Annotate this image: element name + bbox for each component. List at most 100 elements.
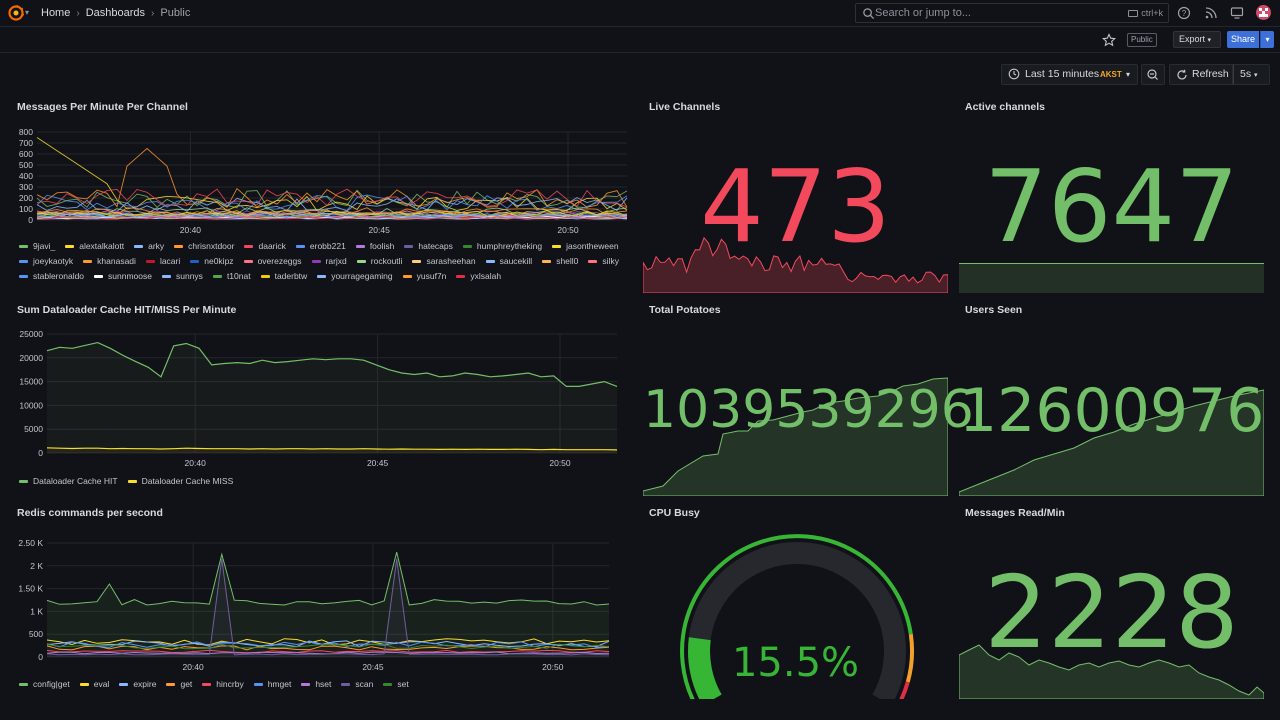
legend-swatch (202, 682, 212, 686)
x-tick-label: 20:40 (182, 662, 204, 672)
legend-label: humphreytheking (476, 241, 543, 251)
y-tick-label: 1 K (30, 606, 43, 616)
breadcrumb-dashboards[interactable]: Dashboards (85, 7, 146, 19)
legend-item[interactable]: saucekill (485, 256, 532, 266)
legend-item[interactable]: 9javi_ (19, 241, 55, 251)
search-input[interactable]: Search or jump to... ctrl+k (855, 3, 1169, 23)
legend-item[interactable]: set (383, 679, 409, 689)
x-tick-label: 20:45 (362, 662, 384, 672)
legend-label: get (180, 679, 193, 689)
series-line (36, 212, 628, 218)
y-tick-label: 2.50 K (18, 538, 43, 548)
legend-label: yxlsalah (470, 271, 502, 281)
legend-item[interactable]: hincrby (202, 679, 244, 689)
legend-item[interactable]: Dataloader Cache MISS (127, 476, 233, 486)
y-tick-label: 600 (19, 149, 33, 159)
legend-item[interactable]: scan (341, 679, 373, 689)
redis-commands-chart[interactable]: 0 500 1 K 1.50 K 2 K 2.50 K 20:40 20:45 20:50 (17, 535, 629, 675)
legend-item[interactable]: yusuf7n (402, 271, 446, 281)
legend-item[interactable]: foolish (355, 241, 394, 251)
legend-item[interactable]: khanasadi (83, 256, 136, 266)
share-menu-chevron-icon[interactable]: ▾ (1260, 31, 1274, 48)
legend-item[interactable]: config|get (19, 679, 70, 689)
export-button[interactable]: Export ▾ (1173, 31, 1221, 48)
series-line (36, 207, 628, 216)
y-tick-label: 10000 (19, 400, 43, 410)
legend-item[interactable]: ne0kipz (190, 256, 234, 266)
legend-item[interactable]: humphreytheking (462, 241, 543, 251)
legend-item[interactable]: taderbtw (260, 271, 307, 281)
refresh-button[interactable]: Refresh (1169, 64, 1233, 85)
users-seen-sparkline (959, 389, 1264, 496)
legend-item[interactable]: hatecaps (404, 241, 453, 251)
y-tick-label: 400 (19, 171, 33, 181)
legend-swatch (301, 682, 311, 686)
legend-item[interactable]: get (166, 679, 192, 689)
share-button[interactable]: Share (1227, 31, 1259, 48)
y-tick-label: 0 (38, 448, 43, 458)
legend-item[interactable]: lacari (145, 256, 180, 266)
chart-legend: config|get eval expire get hincrby hmget hset s… (19, 679, 619, 689)
panel-title[interactable]: Users Seen (965, 304, 1023, 316)
time-range-picker[interactable]: Last 15 minutes AKST ▾ (1001, 64, 1138, 85)
export-label: Export (1179, 34, 1206, 44)
grafana-logo-icon[interactable] (8, 5, 24, 21)
legend-item[interactable]: silky (588, 256, 619, 266)
legend-item[interactable]: daarick (244, 241, 286, 251)
legend-item[interactable]: t10nat (212, 271, 251, 281)
help-icon[interactable]: ? (1177, 6, 1191, 20)
series-line (46, 341, 618, 388)
panel-title[interactable]: Sum Dataloader Cache HIT/MISS Per Minute (17, 304, 237, 316)
star-icon[interactable] (1102, 33, 1116, 47)
refresh-interval-select[interactable]: 5s ▾ (1233, 64, 1270, 85)
legend-item[interactable]: erobb221 (295, 241, 346, 251)
legend-item[interactable]: shell0 (542, 256, 578, 266)
legend-item[interactable]: sarasheehan (412, 256, 476, 266)
legend-swatch (134, 244, 144, 248)
breadcrumb-home[interactable]: Home (41, 7, 71, 19)
panel-title[interactable]: Messages Per Minute Per Channel (17, 101, 188, 113)
legend-item[interactable]: jasontheween (552, 241, 619, 251)
panel-title[interactable]: Total Potatoes (649, 304, 721, 316)
panel-title[interactable]: Live Channels (649, 101, 721, 113)
legend-item[interactable]: overezeggs (243, 256, 302, 266)
legend-item[interactable]: expire (119, 679, 156, 689)
legend-label: sunnys (176, 271, 203, 281)
legend-label: daarick (258, 241, 286, 251)
legend-item[interactable]: yourragegaming (317, 271, 393, 281)
interval-label: 5s (1240, 68, 1252, 80)
legend-item[interactable]: alextalkalott (65, 241, 124, 251)
y-tick-label: 15000 (19, 377, 43, 387)
dataloader-cache-chart[interactable]: 0 5000 10000 15000 20000 25000 20:40 20:45 20:50 (17, 326, 629, 470)
user-avatar[interactable] (1256, 5, 1271, 20)
legend-item[interactable]: joeykaotyk (19, 256, 73, 266)
panel-title[interactable]: Active channels (965, 101, 1045, 113)
legend-item[interactable]: sunnmoose (94, 271, 152, 281)
panel-users-seen: Users Seen 12600976 (959, 304, 1264, 496)
legend-item[interactable]: hmget (253, 679, 291, 689)
rss-news-icon[interactable] (1204, 6, 1218, 20)
series-area (47, 342, 617, 453)
legend-item[interactable]: rockoutli (356, 256, 402, 266)
legend-label: expire (133, 679, 157, 689)
legend-item[interactable]: eval (79, 679, 110, 689)
legend-item[interactable]: chrisnxtdoor (174, 241, 234, 251)
chevron-down-icon[interactable]: ▾ (25, 8, 30, 17)
zoom-out-button[interactable] (1141, 64, 1165, 85)
legend-item[interactable]: Dataloader Cache HIT (19, 476, 118, 486)
legend-item[interactable]: arky (134, 241, 164, 251)
legend-item[interactable]: sunnys (162, 271, 203, 281)
legend-swatch (162, 274, 171, 278)
panel-title[interactable]: Messages Read/Min (965, 507, 1065, 519)
monitor-icon[interactable] (1230, 6, 1244, 20)
legend-item[interactable]: stableronaldo (19, 271, 84, 281)
legend-label: eval (93, 679, 110, 689)
panel-title[interactable]: Redis commands per second (17, 507, 163, 519)
legend-item[interactable]: hset (301, 679, 331, 689)
panel-title[interactable]: CPU Busy (649, 507, 700, 519)
legend-swatch (404, 244, 414, 248)
legend-item[interactable]: yxlsalah (456, 271, 501, 281)
legend-item[interactable]: rarjxd (311, 256, 347, 266)
series-line (36, 137, 628, 212)
